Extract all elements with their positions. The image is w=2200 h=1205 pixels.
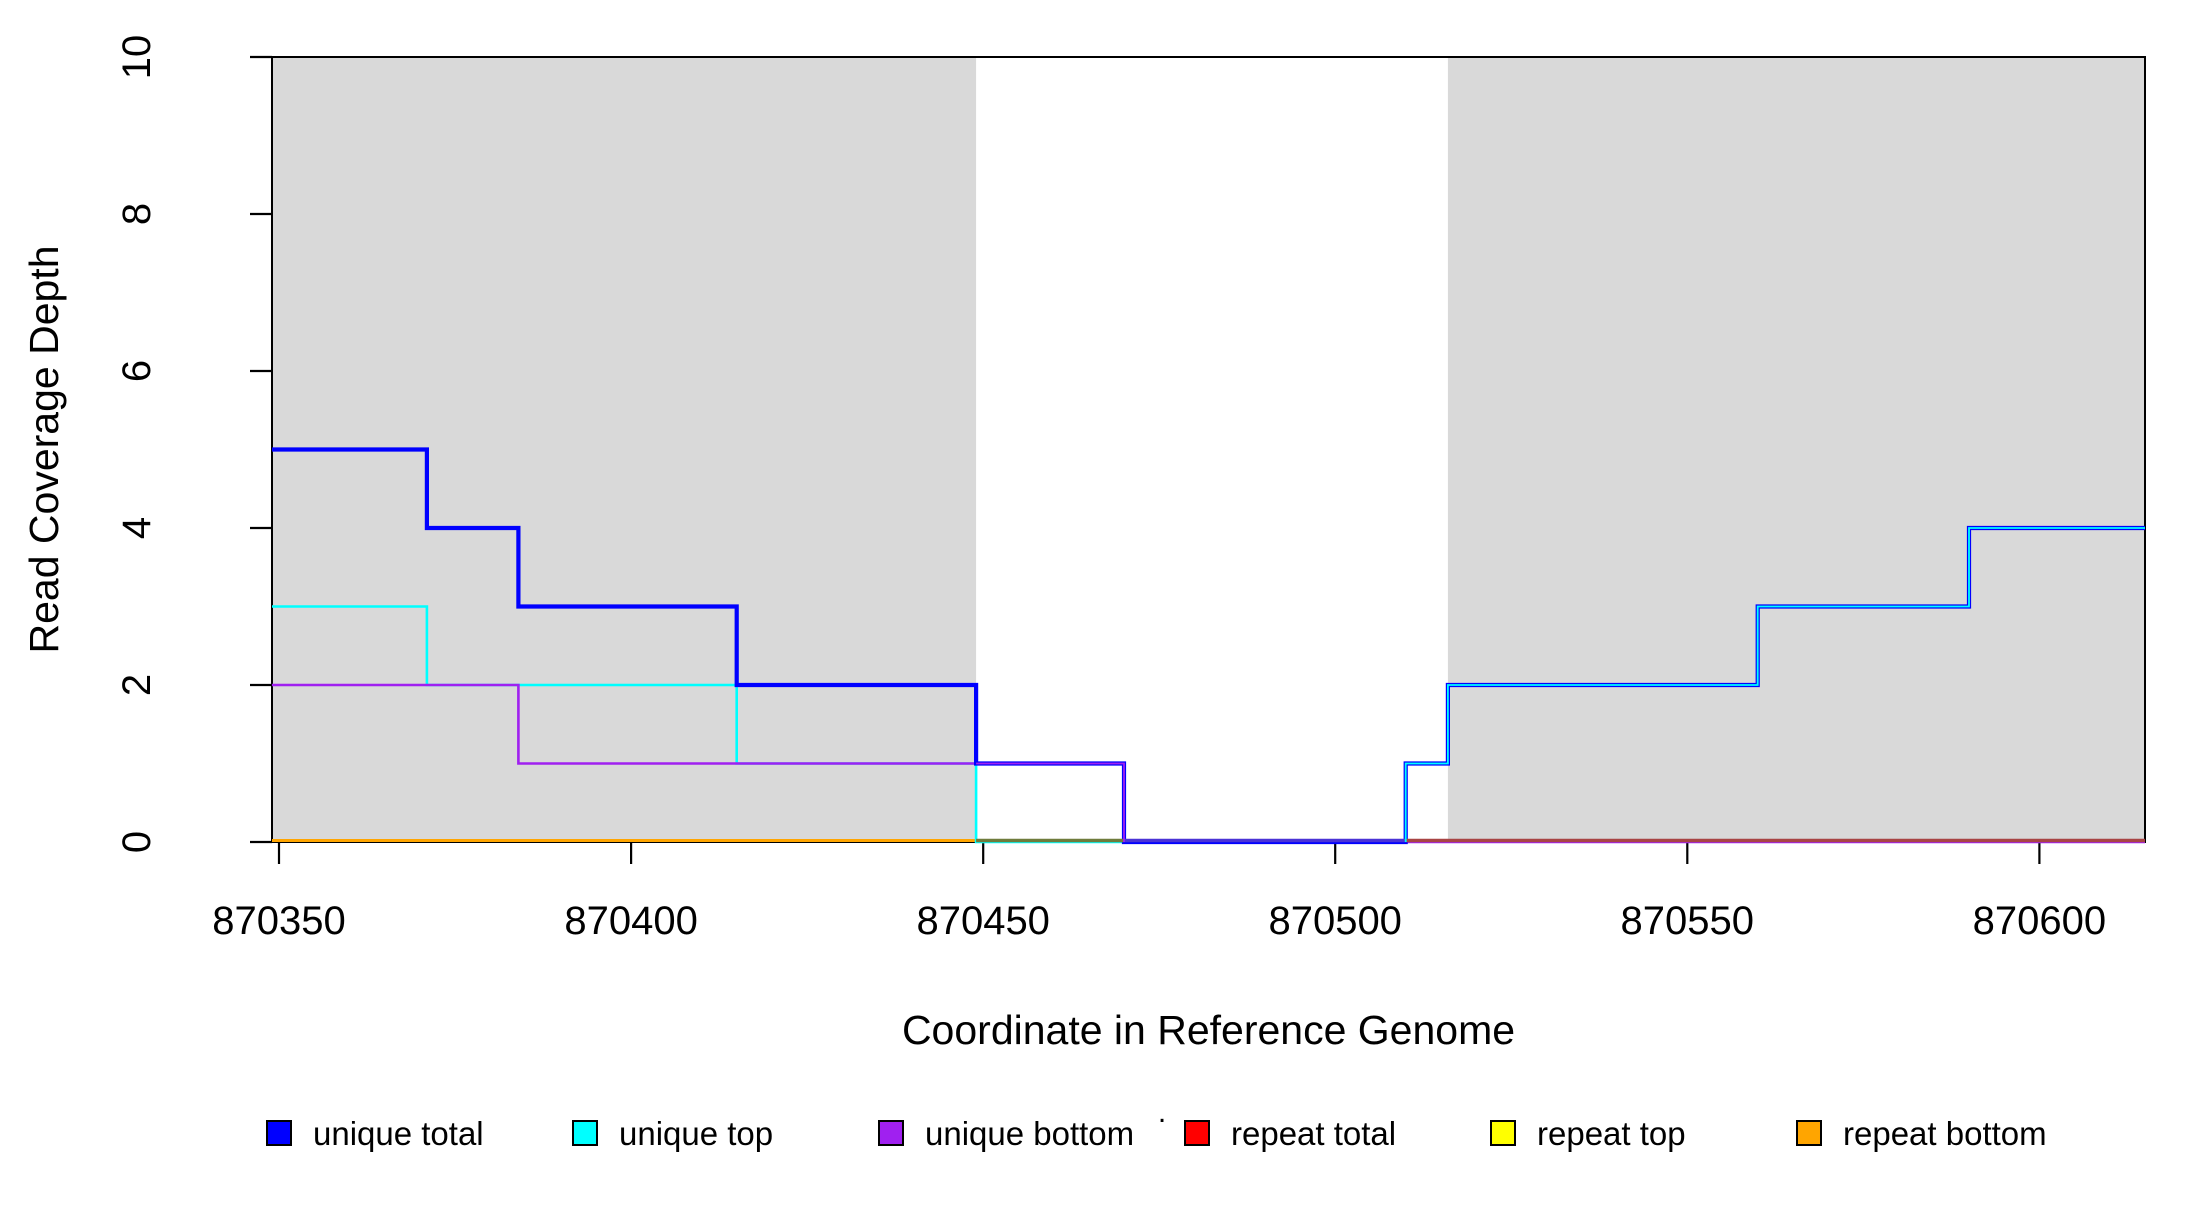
legend-item-unique-top: unique top [572, 1115, 773, 1152]
legend-label: repeat bottom [1843, 1115, 2047, 1152]
legend-swatch [572, 1120, 598, 1146]
legend-label: unique bottom [925, 1115, 1134, 1152]
y-tick-label: 0 [115, 831, 159, 853]
legend-swatch [1184, 1120, 1210, 1146]
x-tick-label: 870400 [564, 899, 697, 943]
x-tick-label: 870350 [212, 899, 345, 943]
series-unique-bottom-overlay [976, 762, 1125, 842]
x-tick-label: 870550 [1621, 899, 1754, 943]
legend-label: unique total [313, 1115, 484, 1152]
y-tick-label: 6 [115, 360, 159, 382]
x-axis-title: Coordinate in Reference Genome [902, 1007, 1515, 1053]
legend-item-repeat-total: repeat total [1184, 1115, 1396, 1152]
series-unique-top-overlay [1404, 527, 2145, 842]
legend-item-unique-bottom: unique bottom [878, 1115, 1134, 1152]
legend-label: repeat top [1537, 1115, 1686, 1152]
y-axis-title: Read Coverage Depth [21, 246, 67, 654]
y-tick-label: 8 [115, 203, 159, 225]
legend-swatch [1796, 1120, 1822, 1146]
legend-label: repeat total [1231, 1115, 1396, 1152]
y-tick-label: 10 [115, 35, 159, 80]
y-tick-label: 4 [115, 517, 159, 539]
legend-item-unique-total: unique total [266, 1115, 484, 1152]
shaded-region [1447, 57, 2145, 842]
x-tick-label: 870600 [1973, 899, 2106, 943]
stray-dot-mark: . [1158, 1096, 1166, 1129]
y-tick-label: 2 [115, 674, 159, 696]
legend-swatch [266, 1120, 292, 1146]
legend-item-repeat-bottom: repeat bottom [1796, 1115, 2047, 1152]
legend-label: unique top [619, 1115, 773, 1152]
x-tick-label: 870500 [1268, 899, 1401, 943]
legend-swatch [878, 1120, 904, 1146]
legend-swatch [1490, 1120, 1516, 1146]
x-tick-label: 870450 [916, 899, 1049, 943]
legend-item-repeat-top: repeat top [1490, 1115, 1686, 1152]
